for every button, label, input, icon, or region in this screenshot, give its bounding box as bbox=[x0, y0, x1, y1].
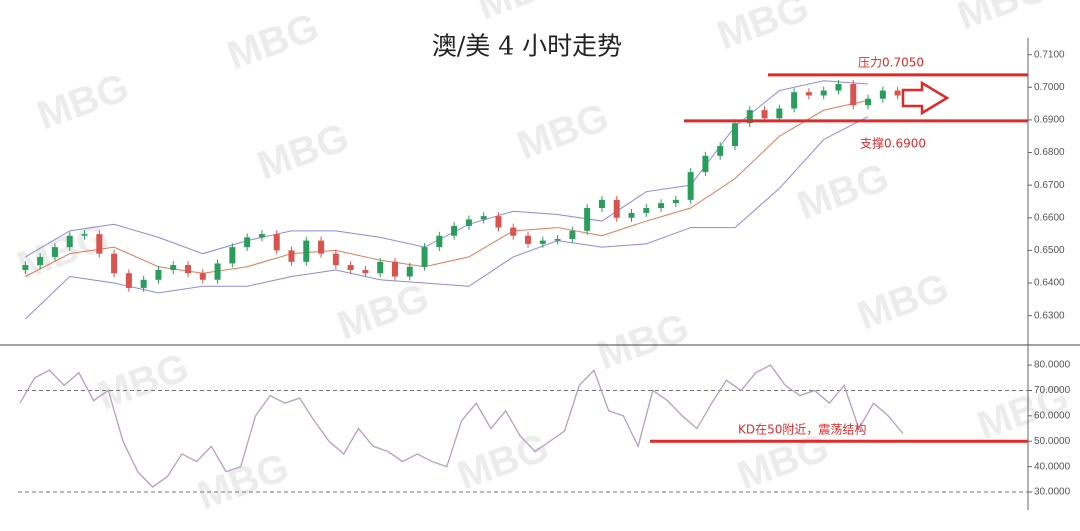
candle-body bbox=[66, 235, 73, 248]
watermark: MBG bbox=[252, 115, 355, 188]
candle-body bbox=[377, 261, 384, 274]
candle-body bbox=[510, 227, 517, 236]
watermark: MBG bbox=[852, 265, 955, 338]
candle-body bbox=[480, 216, 487, 220]
candle-body bbox=[687, 172, 694, 200]
candle-body bbox=[229, 247, 236, 264]
kd-line bbox=[19, 364, 904, 488]
y-tick-label: 40.0000 bbox=[1034, 461, 1071, 472]
watermark: MBG bbox=[332, 275, 435, 348]
candle-body bbox=[672, 199, 679, 204]
candle-body bbox=[214, 263, 221, 280]
y-tick-label: 0.6400 bbox=[1034, 278, 1065, 289]
watermark: MBG bbox=[592, 305, 695, 378]
candle-body bbox=[598, 199, 605, 208]
candle-body bbox=[347, 265, 354, 270]
candle-body bbox=[185, 265, 192, 274]
candle-body bbox=[155, 269, 162, 280]
candle-body bbox=[539, 240, 546, 244]
watermark: MBG bbox=[452, 425, 555, 498]
watermark: MBG bbox=[192, 445, 295, 518]
y-tick-label: 80.0000 bbox=[1034, 360, 1071, 371]
candle-body bbox=[258, 234, 265, 238]
candle-body bbox=[569, 230, 576, 239]
candle-body bbox=[125, 273, 132, 288]
watermark: MBG bbox=[32, 65, 135, 138]
candle-body bbox=[791, 92, 798, 109]
candle-body bbox=[643, 207, 650, 213]
candle-body bbox=[835, 84, 842, 91]
candle-body bbox=[170, 265, 177, 270]
candle-body bbox=[51, 247, 58, 257]
candle-body bbox=[761, 110, 768, 119]
y-tick-label: 0.6700 bbox=[1034, 180, 1065, 191]
y-tick-label: 0.6300 bbox=[1034, 310, 1065, 321]
candle-body bbox=[199, 273, 206, 280]
band-upper bbox=[25, 80, 869, 258]
candle-body bbox=[865, 98, 872, 106]
watermark: MBG bbox=[92, 345, 195, 418]
y-tick-label: 50.0000 bbox=[1034, 436, 1071, 447]
level-label: KD在50附近，震荡结构 bbox=[738, 422, 866, 437]
y-tick-label: 60.0000 bbox=[1034, 410, 1071, 421]
candle-body bbox=[525, 235, 532, 244]
y-tick-label: 70.0000 bbox=[1034, 385, 1071, 396]
watermark: MBG bbox=[472, 0, 575, 28]
candle-body bbox=[850, 84, 857, 106]
candle-body bbox=[584, 207, 591, 231]
candle-body bbox=[244, 237, 251, 248]
chart-title: 澳/美 4 小时走势 bbox=[432, 32, 622, 61]
candle-body bbox=[81, 234, 88, 236]
watermark: MBG bbox=[792, 155, 895, 228]
candle-body bbox=[332, 253, 339, 266]
direction-arrow bbox=[901, 80, 950, 116]
candle-body bbox=[22, 265, 29, 270]
candle-body bbox=[717, 146, 724, 156]
candle-body bbox=[879, 90, 886, 99]
level-label: 压力0.7050 bbox=[858, 56, 924, 70]
candle-body bbox=[776, 108, 783, 119]
candle-body bbox=[820, 90, 827, 96]
candle-body bbox=[702, 155, 709, 173]
candle-body bbox=[495, 216, 502, 228]
candle-body bbox=[465, 219, 472, 226]
watermark: MBG bbox=[222, 5, 325, 78]
level-label: 支撑0.6900 bbox=[860, 136, 926, 151]
watermark: MBG bbox=[952, 0, 1055, 38]
y-tick-label: 0.6500 bbox=[1034, 245, 1065, 256]
candle-body bbox=[273, 234, 280, 251]
candle-body bbox=[391, 261, 398, 277]
candle-body bbox=[613, 199, 620, 218]
y-tick-label: 0.6900 bbox=[1034, 115, 1065, 126]
watermark: MBG bbox=[712, 0, 815, 58]
candle-body bbox=[805, 92, 812, 96]
y-tick-label: 0.6800 bbox=[1034, 147, 1065, 158]
candle-body bbox=[96, 234, 103, 254]
candle-body bbox=[421, 247, 428, 267]
y-tick-label: 0.7100 bbox=[1034, 49, 1065, 60]
candle-body bbox=[451, 225, 458, 236]
candle-body bbox=[554, 238, 561, 241]
candle-body bbox=[37, 256, 44, 266]
band-lower bbox=[25, 116, 869, 320]
candle-body bbox=[140, 279, 147, 288]
y-tick-label: 30.0000 bbox=[1034, 487, 1071, 498]
candle-body bbox=[746, 110, 753, 124]
candle-body bbox=[303, 240, 310, 262]
candle-body bbox=[894, 90, 901, 96]
band-middle bbox=[25, 99, 869, 277]
candle-body bbox=[731, 123, 738, 147]
candle-body bbox=[658, 203, 665, 208]
y-tick-label: 0.6600 bbox=[1034, 212, 1065, 223]
candle-body bbox=[318, 240, 325, 254]
candle-body bbox=[111, 253, 118, 274]
watermark: MBG bbox=[512, 95, 615, 168]
candle-body bbox=[362, 269, 369, 274]
candle-body bbox=[628, 212, 635, 218]
candle-body bbox=[436, 235, 443, 248]
candle-body bbox=[406, 266, 413, 277]
candle-body bbox=[288, 250, 295, 262]
y-tick-label: 0.7000 bbox=[1034, 82, 1065, 93]
